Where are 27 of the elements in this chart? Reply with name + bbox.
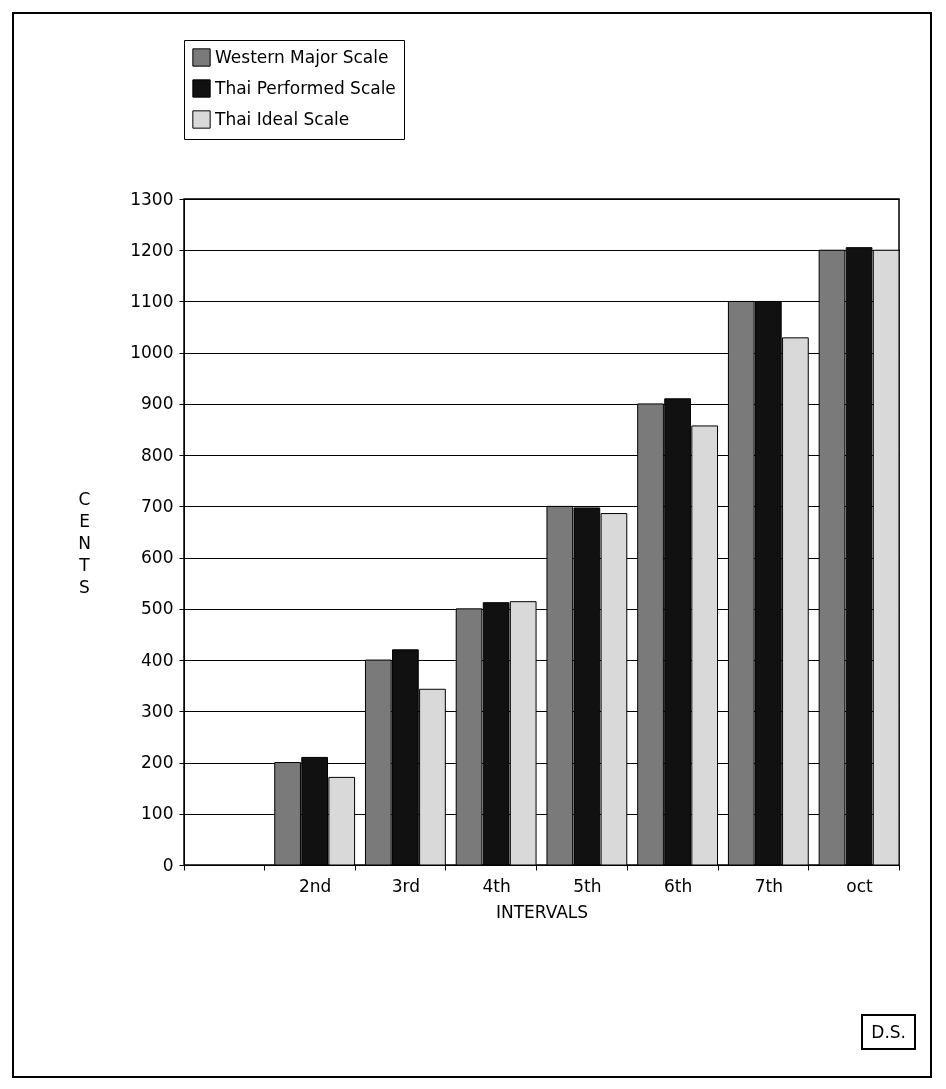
x-axis-title: INTERVALS [495, 901, 589, 922]
y-tick-label: 600 [141, 547, 174, 568]
y-tick-label: 900 [141, 393, 174, 414]
y-tick-label: 300 [141, 700, 174, 721]
y-tick-label: 1100 [130, 290, 174, 311]
x-tick-label: 4th [482, 875, 511, 896]
y-tick-label: 800 [141, 444, 174, 465]
y-tick-label: 1000 [130, 342, 174, 363]
x-tick-label: 6th [663, 875, 693, 896]
legend-label: Western Major Scale [215, 46, 389, 67]
y-tick-label: 400 [141, 649, 174, 670]
x-tick-label: 2nd [298, 875, 332, 896]
y-tick-label: 0 [162, 854, 174, 875]
legend-label: Thai Ideal Scale [214, 108, 350, 129]
x-tick-label: 7th [754, 875, 783, 896]
y-tick-label: 100 [141, 803, 174, 824]
y-tick-label: 500 [141, 598, 174, 619]
x-tick-label: 3rd [391, 875, 421, 896]
y-tick-label: 1300 [130, 188, 174, 209]
y-tick-label: 700 [141, 495, 174, 516]
x-tick-label: 5th [573, 875, 602, 896]
legend-label: Thai Performed Scale [214, 77, 396, 98]
y-tick-label: 1200 [130, 239, 174, 260]
y-tick-label: 200 [141, 752, 174, 773]
y-axis-title: CENTS [78, 488, 91, 597]
text: D.S. [861, 1014, 916, 1050]
x-tick-label: oct [846, 875, 874, 896]
